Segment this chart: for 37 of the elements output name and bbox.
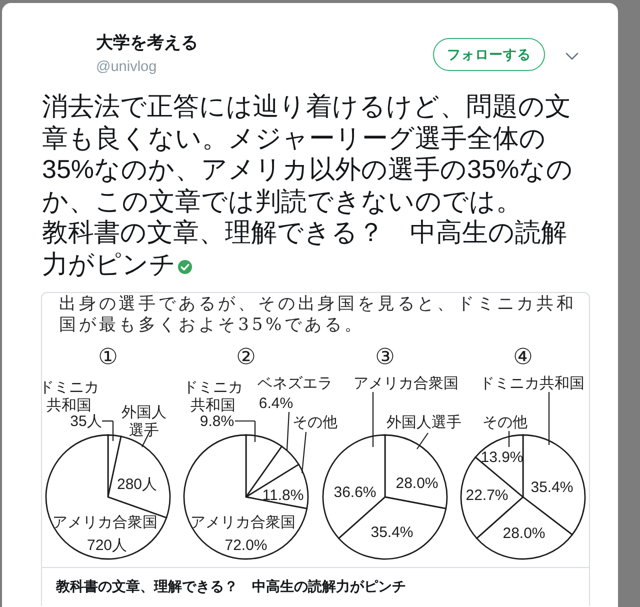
text: 出身の選手であるが、その出身国を見ると、ドミニカ共和国が最も多くおよそ35%である。 [59, 294, 578, 336]
data-label: 28.0% [395, 475, 438, 492]
button: フォローする [433, 38, 545, 71]
legend-label: 外国人選手 [122, 404, 166, 439]
text: 教科書の文章、理解できる？ 中高生の読解力がピンチ [56, 578, 406, 596]
chart-title: ① [98, 345, 118, 370]
data-label: 280人 [116, 476, 158, 493]
chart-title: ③ [374, 345, 394, 370]
data-label: 36.6% [333, 484, 376, 501]
chart-title: ② [236, 345, 256, 370]
text: 教科書の文章、理解できる？ 中高生の読解力がピンチ [42, 217, 567, 278]
text: @univlog [96, 58, 157, 77]
data-label: 13.9% [480, 449, 524, 466]
data-label: 28.0% [502, 525, 546, 542]
slice-label: アメリカ合衆国 [190, 514, 296, 531]
data-label: 35.4% [370, 524, 413, 541]
data-label: 9.8% [200, 413, 234, 430]
data-label: 6.4% [259, 395, 294, 412]
data-label: 35人 [70, 413, 102, 430]
slice-label: その他 [292, 414, 338, 431]
pie-slice [184, 434, 308, 560]
data-label: 35.4% [530, 479, 574, 496]
chart-title: ④ [513, 345, 533, 370]
data-label: 22.7% [466, 487, 508, 504]
data-label: 72.0% [225, 537, 268, 554]
slice-label: アメリカ合衆国 [52, 514, 158, 531]
text: 大学を考える [96, 32, 198, 55]
slice-label: ベネズエラ [258, 375, 333, 392]
text: 消去法で正答には辿り着けるけど、問題の文章も良くない。メジャーリーグ選手全体の35%なのか、アメリカ以外の選手の35%なのか、この文章では判読できないのでは。 [42, 91, 574, 217]
slice-label: 外国人選手 [386, 414, 462, 431]
slice-label: ドミニカ共和国 [183, 379, 244, 414]
slice-label: アメリカ合衆国 [353, 375, 458, 392]
slice-label: ドミニカ共和国 [39, 379, 99, 414]
data-label: 11.8% [262, 487, 304, 504]
data-label: 720人 [86, 537, 128, 554]
slice-label: その他 [482, 414, 528, 431]
slice-label: ドミニカ共和国 [479, 375, 584, 392]
